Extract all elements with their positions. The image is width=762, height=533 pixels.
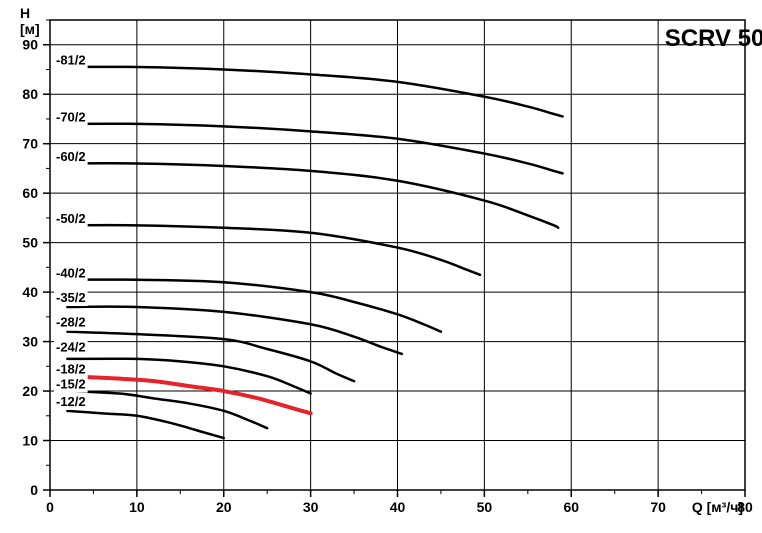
svg-text:[м]: [м] [20,21,40,37]
svg-text:-81/2: -81/2 [56,53,86,68]
svg-text:-50/2: -50/2 [56,211,86,226]
svg-text:0: 0 [46,499,54,515]
svg-text:0: 0 [30,482,38,498]
svg-text:40: 40 [390,499,406,515]
svg-text:10: 10 [129,499,145,515]
svg-text:30: 30 [303,499,319,515]
svg-text:-70/2: -70/2 [56,109,86,124]
svg-text:70: 70 [22,136,38,152]
svg-text:20: 20 [216,499,232,515]
svg-text:-40/2: -40/2 [56,265,86,280]
svg-text:-15/2: -15/2 [56,377,86,392]
svg-text:H: H [20,5,30,21]
svg-text:-12/2: -12/2 [56,394,86,409]
svg-text:70: 70 [650,499,666,515]
svg-text:20: 20 [22,383,38,399]
svg-text:-35/2: -35/2 [56,290,86,305]
svg-text:80: 80 [22,86,38,102]
svg-text:-60/2: -60/2 [56,149,86,164]
svg-text:90: 90 [22,37,38,53]
svg-text:40: 40 [22,284,38,300]
pump-curve-chart: 010203040506070800102030405060708090H[м]… [0,0,762,533]
svg-text:Q [м³/ч]: Q [м³/ч] [692,499,743,515]
svg-text:SCRV 50: SCRV 50 [665,25,762,52]
svg-text:60: 60 [22,185,38,201]
svg-text:10: 10 [22,433,38,449]
svg-text:-28/2: -28/2 [56,315,86,330]
svg-text:-18/2: -18/2 [56,362,86,377]
svg-text:50: 50 [477,499,493,515]
svg-text:-24/2: -24/2 [56,339,86,354]
svg-text:50: 50 [22,235,38,251]
svg-text:30: 30 [22,334,38,350]
chart-svg: 010203040506070800102030405060708090H[м]… [0,0,762,533]
svg-text:60: 60 [563,499,579,515]
